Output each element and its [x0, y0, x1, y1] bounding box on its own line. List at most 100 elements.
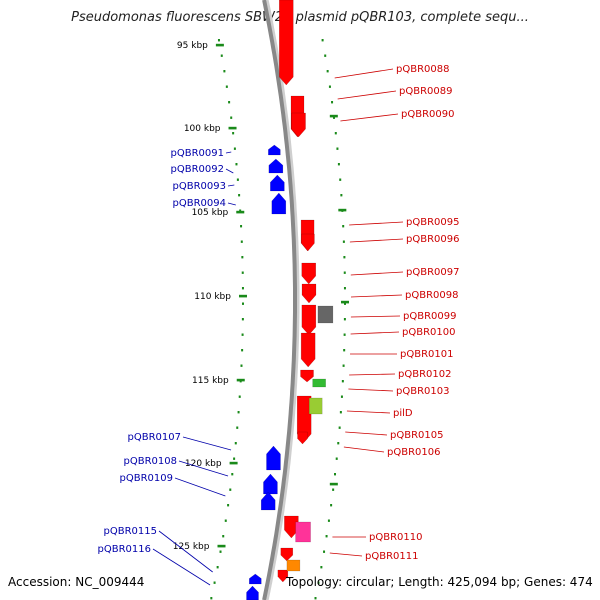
scale-dot [339, 178, 342, 181]
forward-gene-arrow [291, 112, 306, 138]
scale-dot [240, 240, 243, 243]
reverse-leader-line [227, 202, 236, 206]
reverse-leader-line [182, 436, 232, 451]
scale-dot [343, 318, 346, 321]
scale-dot [343, 287, 346, 290]
reverse-gene-label: pQBR0116 [98, 544, 151, 555]
forward-gene-label: pQBR0088 [396, 64, 449, 75]
scale-dot [343, 302, 346, 305]
scale-dot [342, 225, 345, 228]
forward-gene-label: pQBR0102 [398, 369, 451, 380]
scale-dot [236, 178, 239, 181]
forward-gene-label: pQBR0110 [369, 532, 422, 543]
major-tick [217, 544, 226, 548]
forward-gene-arrow [297, 431, 308, 445]
forward-leader-line [345, 431, 388, 436]
scale-dot [227, 504, 230, 507]
scale-dot [326, 70, 329, 73]
reverse-leader-line [174, 477, 226, 497]
scale-dot [240, 225, 243, 228]
scale-dot [220, 54, 223, 57]
accession-text: Accession: NC_009444 [8, 575, 145, 589]
forward-gene-label: pQBR0106 [387, 447, 440, 458]
forward-gene-arrow [301, 262, 317, 285]
forward-leader-line [350, 271, 404, 276]
major-tick [236, 210, 245, 214]
scale-dot [340, 194, 343, 197]
scale-dot [217, 39, 220, 42]
major-tick [215, 43, 224, 47]
scale-dot [213, 581, 216, 584]
reverse-gene-arrow [249, 573, 262, 585]
forward-gene-arrow [280, 547, 294, 562]
forward-leader-line [340, 113, 399, 122]
position-label: 125 kbp [173, 542, 210, 552]
scale-dot [232, 132, 235, 135]
reverse-gene-label: pQBR0094 [173, 198, 226, 209]
forward-leader-line [329, 552, 363, 557]
scale-dot [334, 132, 337, 135]
scale-dot [333, 116, 336, 119]
reverse-leader-line [227, 184, 235, 187]
backbone-circle [262, 0, 297, 600]
reverse-gene-label: pQBR0108 [124, 456, 177, 467]
major-tick [338, 208, 347, 212]
major-tick [236, 378, 245, 382]
scale-dot [342, 364, 345, 367]
orange-gene-block [286, 559, 301, 572]
scale-dot [223, 70, 226, 73]
scale-dot [224, 519, 227, 522]
reverse-gene-label: pQBR0115 [104, 526, 157, 537]
green-gene-block [312, 378, 326, 388]
map-title: Pseudomonas fluorescens SBW25 plasmid pQ… [71, 10, 529, 25]
scale-dot [210, 597, 213, 600]
scale-dot [216, 566, 219, 569]
forward-leader-line [348, 388, 394, 392]
forward-leader-line [337, 90, 397, 100]
forward-leader-line [349, 238, 404, 243]
forward-gene-label: pQBR0096 [406, 234, 459, 245]
forward-gene-label: pQBR0099 [403, 311, 456, 322]
scale-dot [342, 240, 345, 243]
reverse-leader-line [178, 460, 229, 477]
position-label: 100 kbp [184, 124, 221, 134]
scale-dot [330, 504, 333, 507]
forward-leader-line [350, 315, 401, 318]
forward-leader-line [334, 68, 394, 79]
forward-gene-arrow [301, 283, 317, 304]
reverse-gene-label: pQBR0093 [173, 181, 226, 192]
scale-dot [327, 519, 330, 522]
scale-dot [314, 597, 317, 600]
scale-dot [235, 163, 238, 166]
scale-dot [334, 473, 337, 476]
scale-dot [231, 473, 234, 476]
forward-gene-label: pQBR0111 [365, 551, 418, 562]
scale-dot [238, 395, 241, 398]
scale-dot [241, 349, 244, 352]
position-label: 120 kbp [185, 459, 222, 469]
forward-leader-line [349, 373, 396, 376]
scale-dot [337, 442, 340, 445]
gray-gene-block [317, 305, 334, 324]
scale-dot [343, 349, 346, 352]
backbone-shadow [265, 0, 300, 600]
major-tick [229, 461, 238, 465]
scale-dot [225, 85, 228, 88]
major-tick [238, 294, 247, 298]
forward-gene-label: pQBR0100 [402, 327, 455, 338]
scale-dot [341, 380, 344, 383]
scale-dot [241, 287, 244, 290]
scale-dot [230, 116, 233, 119]
reverse-leader-line [225, 168, 234, 174]
scale-dot [336, 147, 339, 150]
forward-gene-label: pQBR0089 [399, 86, 452, 97]
scale-dot [332, 488, 335, 491]
scale-dot [335, 457, 338, 460]
scale-dot [321, 39, 324, 42]
scale-dot [239, 209, 242, 212]
forward-gene-arrow [296, 395, 312, 443]
position-label: 110 kbp [194, 292, 231, 302]
forward-gene-label: pQBR0105 [390, 430, 443, 441]
reverse-gene-label: pQBR0092 [171, 164, 224, 175]
scale-dot [343, 256, 346, 259]
